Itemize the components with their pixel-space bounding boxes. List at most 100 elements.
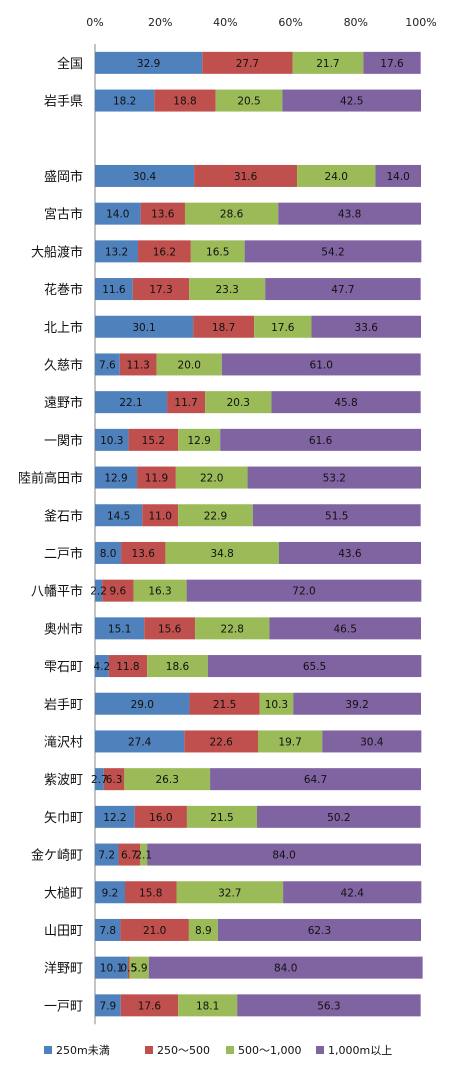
category-label: 大船渡市	[31, 244, 83, 260]
bar-segment	[282, 89, 421, 112]
bar-segment	[265, 278, 421, 301]
data-label: 84.0	[272, 850, 295, 862]
data-label: 17.6	[271, 322, 295, 334]
bar-segment	[95, 504, 143, 527]
data-label: 21.5	[210, 812, 233, 824]
data-label: 14.0	[106, 209, 129, 221]
category-label: 宮古市	[44, 207, 83, 223]
data-label: 56.3	[317, 1000, 340, 1012]
category-label: 遠野市	[44, 395, 83, 411]
category-label: 八幡平市	[31, 584, 83, 600]
legend-swatch	[44, 1046, 52, 1054]
bar-segments	[95, 51, 423, 1017]
bar-segment	[297, 164, 376, 187]
data-label: 54.2	[321, 246, 344, 258]
data-label: 7.8	[99, 925, 116, 937]
data-label: 45.8	[334, 397, 357, 409]
data-label: 11.3	[126, 359, 149, 371]
category-label: 盛岡市	[44, 169, 83, 185]
data-label: 10.1	[100, 963, 123, 975]
data-label: 30.1	[132, 322, 155, 334]
bar-segment	[133, 579, 187, 602]
data-label: 13.6	[132, 548, 156, 560]
bar-segment	[147, 843, 421, 866]
bar-segment	[178, 504, 253, 527]
data-label: 19.7	[278, 736, 301, 748]
data-label: 16.3	[148, 586, 171, 598]
data-label: 53.2	[323, 473, 346, 485]
data-label: 61.6	[309, 435, 333, 447]
bar-segment	[167, 391, 206, 414]
data-label: 26.3	[156, 774, 179, 786]
bar-segment	[95, 466, 138, 489]
legend-label: 1,000m以上	[328, 1044, 392, 1057]
data-label: 24.0	[325, 171, 348, 183]
bar-segment	[95, 730, 185, 753]
data-label: 12.2	[103, 812, 126, 824]
x-tick-label: 80%	[344, 16, 368, 29]
category-label: 金ケ崎町	[31, 848, 83, 864]
data-label: 64.7	[304, 774, 327, 786]
data-label: 46.5	[334, 623, 357, 635]
data-label: 9.6	[109, 586, 126, 598]
bar-segment	[259, 692, 294, 715]
category-label: 一関市	[44, 433, 83, 449]
data-label: 34.8	[210, 548, 233, 560]
bar-segment	[95, 428, 129, 451]
bar-segment	[95, 617, 145, 640]
category-label: 山田町	[44, 924, 83, 939]
data-label: 22.6	[209, 736, 233, 748]
bar-segment	[215, 89, 283, 112]
bar-segment	[95, 202, 141, 225]
data-label: 27.7	[236, 58, 259, 70]
data-label: 16.0	[149, 812, 172, 824]
bar-segment	[108, 655, 148, 678]
category-label: 釜石市	[44, 508, 83, 524]
category-label: 雫石町	[44, 660, 83, 675]
data-label: 32.7	[218, 887, 241, 899]
x-tick-label: 60%	[278, 16, 302, 29]
data-label: 17.6	[138, 1000, 162, 1012]
bar-segment	[293, 692, 421, 715]
category-label: 全国	[57, 56, 83, 72]
data-label: 17.3	[149, 284, 172, 296]
data-label: 62.3	[308, 925, 331, 937]
bar-segment	[257, 805, 421, 828]
data-label: 15.6	[158, 623, 182, 635]
bar-segment	[278, 202, 421, 225]
x-tick-label: 20%	[148, 16, 172, 29]
bar-segment	[121, 541, 166, 564]
bar-segment	[120, 918, 189, 941]
bar-segment	[95, 579, 103, 602]
bar-segment	[186, 805, 258, 828]
data-label: 11.9	[145, 473, 168, 485]
data-label: 51.5	[325, 510, 348, 522]
bar-segment	[95, 51, 203, 74]
data-label: 14.5	[107, 510, 130, 522]
x-axis-ticks: 0% 20% 40% 60% 80% 100%	[86, 16, 436, 29]
bar-segment	[375, 164, 421, 187]
bar-segment	[175, 466, 248, 489]
bar-segment	[194, 164, 298, 187]
category-label: 紫波町	[44, 773, 83, 788]
bar-segment	[119, 353, 157, 376]
data-label: 2.1	[135, 850, 152, 862]
bar-segment	[283, 881, 422, 904]
legend-swatch	[316, 1046, 324, 1054]
bar-segment	[311, 315, 421, 338]
data-label: 22.8	[221, 623, 244, 635]
data-label: 39.2	[345, 699, 368, 711]
bar-segment	[95, 956, 128, 979]
bar-segment	[120, 994, 179, 1017]
bar-segment	[95, 994, 121, 1017]
bar-segment	[95, 315, 194, 338]
data-label: 30.4	[133, 171, 157, 183]
bar-segment	[207, 655, 422, 678]
bar-segment	[95, 655, 109, 678]
bar-segment	[95, 240, 139, 263]
data-label: 29.0	[131, 699, 154, 711]
data-label: 21.5	[213, 699, 236, 711]
bar-segment	[118, 843, 141, 866]
data-label: 15.1	[108, 623, 131, 635]
data-label: 13.6	[151, 209, 175, 221]
